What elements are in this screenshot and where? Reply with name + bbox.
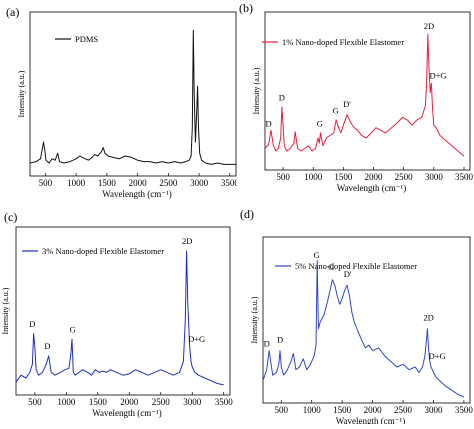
peak-annotation: D [266, 118, 272, 128]
legend-label: 3% Nano-doped Flexible Elastomer [42, 246, 164, 256]
x-tick-label: 3500 [455, 172, 474, 182]
peak-annotation: 2D [424, 21, 434, 31]
panel-a: (a) 500 1000 1500 2000 2500 3000 3500 Wavelength… [0, 0, 239, 200]
x-tick-label: 1500 [89, 397, 108, 407]
plot-frame [15, 226, 231, 396]
x-tick-label: 1000 [67, 178, 86, 188]
x-tick-label: 2000 [129, 178, 148, 188]
series-line [264, 33, 465, 157]
y-axis-label: Intensity (a.u.) [1, 287, 10, 334]
chart-b: (b) 500 1000 1500 2000 2500 3000 3500 Wavelength… [239, 1, 474, 193]
y-axis-label: Intensity (a.u.) [17, 70, 26, 117]
peak-annotation: D+G [188, 334, 205, 344]
series-line [15, 250, 224, 386]
x-axis-label: Wavelength (cm⁻¹) [92, 408, 161, 418]
x-tick-label: 1000 [57, 397, 76, 407]
x-tick-label: 2500 [395, 172, 414, 182]
panel-label: (b) [239, 1, 253, 15]
peak-annotation: D [29, 319, 35, 329]
series-line [262, 260, 465, 398]
x-tick-label: 3000 [425, 172, 444, 182]
panel-label: (a) [6, 5, 19, 19]
legend-label: 1% Nano-doped Flexible Elastomer [282, 37, 404, 47]
x-tick-label: 2500 [159, 178, 178, 188]
x-tick-label: 500 [276, 172, 290, 182]
plot-frame [29, 11, 237, 177]
x-tick-label: 3500 [455, 405, 474, 415]
x-tick-label: 3000 [424, 405, 443, 415]
peak-annotation: D' [344, 269, 352, 279]
x-tick-label: 2500 [394, 405, 413, 415]
x-tick-label: 2500 [152, 397, 171, 407]
x-tick-label: 3500 [221, 178, 237, 188]
chart-c: (c) 500 1000 1500 2000 2500 3000 3500 Wavelength… [1, 210, 234, 418]
x-tick-label: 2000 [364, 405, 383, 415]
x-axis-label: Wavelength (cm⁻¹) [102, 189, 171, 199]
x-tick-label: 500 [39, 178, 53, 188]
y-axis-label: Intensity (a.u.) [250, 296, 259, 343]
x-tick-label: 1500 [98, 178, 117, 188]
x-tick-label: 1000 [303, 405, 322, 415]
plot-frame [262, 236, 471, 404]
x-tick-label: 3000 [183, 397, 202, 407]
legend-label: PDMS [75, 34, 98, 44]
legend-label: 5% Nano-doped Flexible Elastomer [295, 261, 417, 271]
panel-d: (d) 500 1000 1500 2000 2500 3000 3500 Wavelength… [237, 205, 474, 426]
peak-annotation: D [264, 339, 270, 349]
peak-annotation: G [328, 262, 334, 272]
peak-annotation: D+G [430, 70, 447, 80]
x-tick-label: 3500 [215, 397, 234, 407]
peak-annotation: G [332, 105, 338, 115]
chart-a: (a) 500 1000 1500 2000 2500 3000 3500 Wavelength… [6, 5, 239, 199]
panel-label: (d) [240, 207, 254, 221]
chart-d: (d) 500 1000 1500 2000 2500 3000 3500 Wavelength… [240, 207, 474, 426]
x-tick-label: 500 [275, 405, 289, 415]
x-tick-label: 1500 [334, 172, 353, 182]
y-axis-label: Intensity (a.u.) [252, 67, 261, 114]
panel-label: (c) [4, 210, 17, 224]
peak-annotation: 2D [423, 313, 433, 323]
x-tick-label: 500 [28, 397, 42, 407]
peak-annotation: 2D [182, 236, 192, 246]
plot-frame [264, 11, 471, 171]
x-tick-label: 3000 [190, 178, 209, 188]
peak-annotation: D [44, 341, 50, 351]
peak-annotation: G [317, 118, 323, 128]
x-tick-label: 1000 [304, 172, 323, 182]
x-tick-label: 2000 [120, 397, 139, 407]
panel-c: (c) 500 1000 1500 2000 2500 3000 3500 Wavelength… [0, 205, 237, 424]
peak-annotation: D' [343, 99, 351, 109]
x-tick-label: 2000 [365, 172, 384, 182]
panel-b: (b) 500 1000 1500 2000 2500 3000 3500 Wavelength… [237, 0, 474, 200]
peak-annotation: D [279, 92, 285, 102]
series-line [29, 29, 236, 165]
peak-annotation: D+G [429, 351, 446, 361]
peak-annotation: D [277, 334, 283, 344]
x-axis-label: Wavelength (cm⁻¹) [337, 183, 406, 193]
peak-annotation: G [314, 250, 320, 260]
x-tick-label: 1500 [333, 405, 352, 415]
peak-annotation: G [70, 324, 76, 334]
x-axis-label: Wavelength (cm⁻¹) [336, 416, 405, 424]
